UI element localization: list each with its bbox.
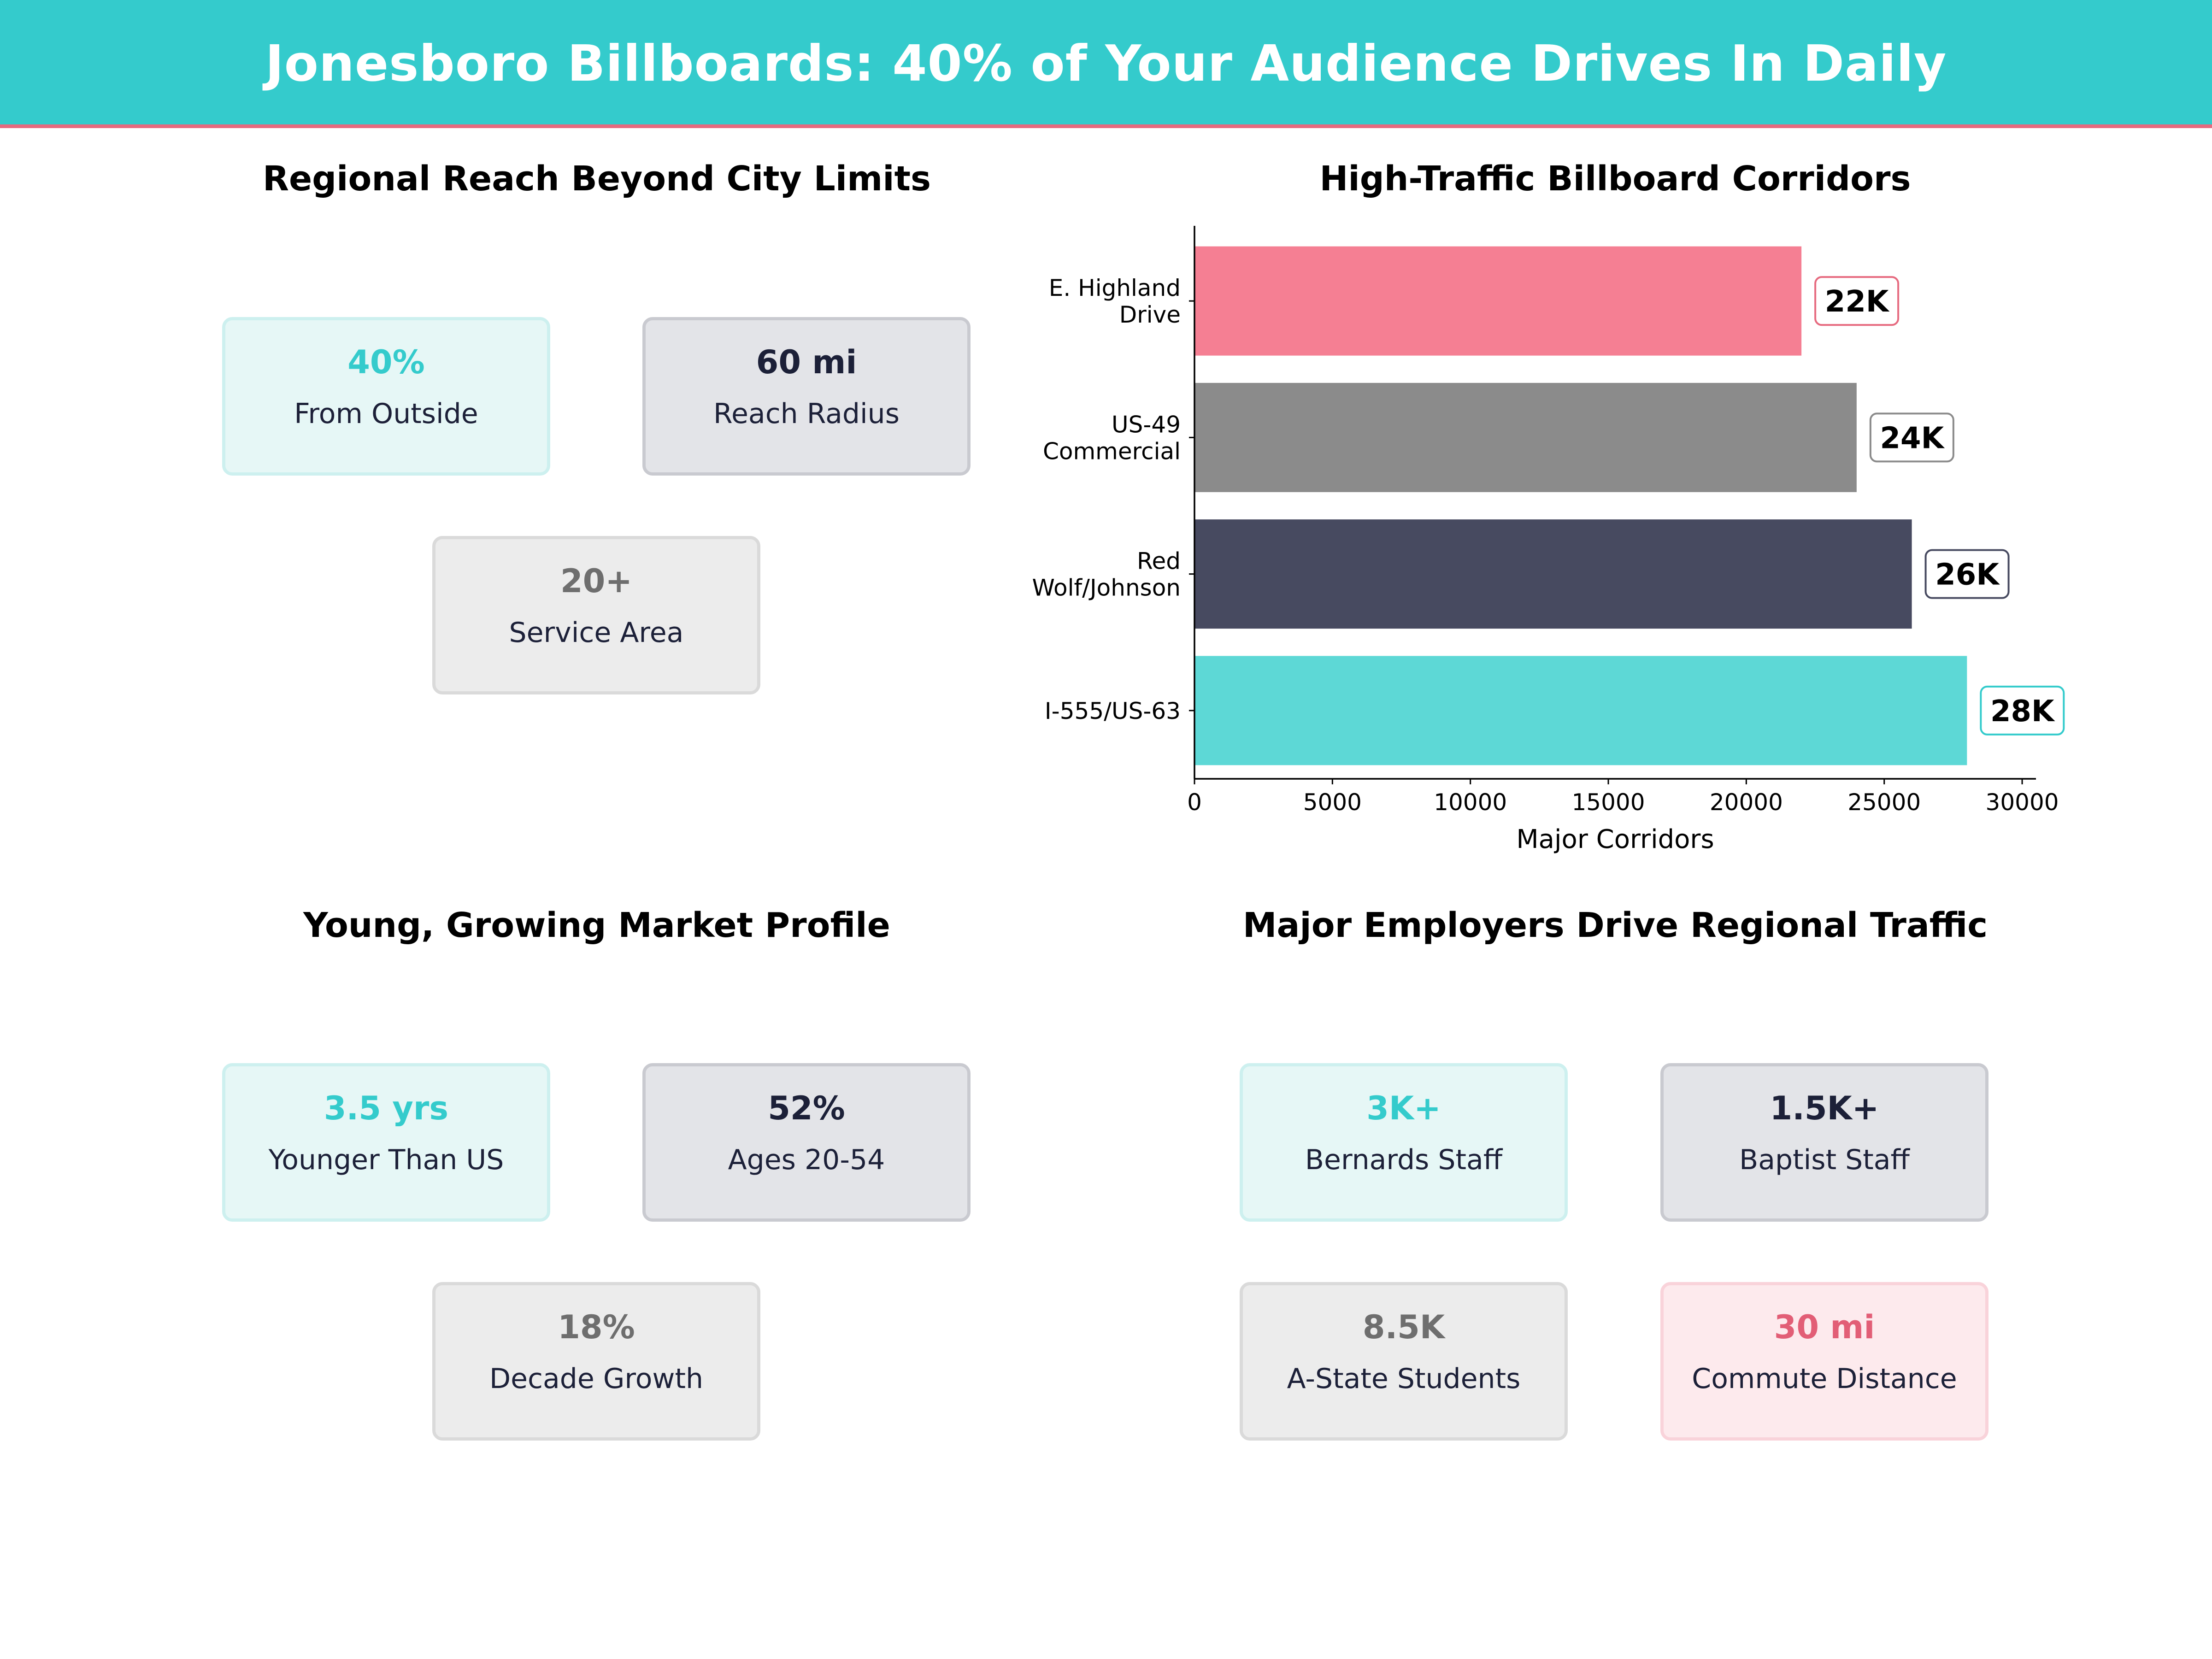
bar-value-label: 24K — [1880, 421, 1945, 455]
stat-label: Reach Radius — [713, 398, 900, 430]
bar-value-label: 22K — [1825, 285, 1890, 319]
regional-reach-title: Regional Reach Beyond City Limits — [262, 159, 931, 199]
bar-value-label-box — [1980, 685, 2065, 735]
stat-value: 20+ — [560, 562, 633, 600]
employers-title: Major Employers Drive Regional Traffic — [1242, 906, 1988, 945]
y-tick-label: Red — [1137, 548, 1181, 575]
stat-label: Service Area — [509, 617, 684, 649]
stat-card-service-area: 20+ Service Area — [432, 536, 760, 694]
stat-card-ages: 52% Ages 20-54 — [642, 1063, 971, 1222]
stat-card-younger: 3.5 yrs Younger Than US — [222, 1063, 550, 1222]
y-tick-label: I-555/US-63 — [1045, 698, 1181, 724]
stat-card-from-outside: 40% From Outside — [222, 317, 550, 476]
bar-value-label: 28K — [1990, 694, 2055, 729]
chart-title: High-Traffic Billboard Corridors — [1319, 159, 1911, 199]
stat-card-reach-radius: 60 mi Reach Radius — [642, 317, 971, 476]
stat-label: A-State Students — [1287, 1363, 1521, 1395]
stat-card-decade-growth: 18% Decade Growth — [432, 1282, 760, 1441]
bar — [1194, 246, 1802, 356]
bar — [1194, 519, 1912, 629]
stat-label: Decade Growth — [489, 1363, 704, 1395]
stat-label: From Outside — [294, 398, 478, 430]
stat-value: 8.5K — [1362, 1308, 1445, 1346]
stat-label: Commute Distance — [1692, 1363, 1957, 1395]
stat-card-baptist: 1.5K+ Baptist Staff — [1660, 1063, 1988, 1222]
stat-value: 52% — [768, 1089, 845, 1127]
bar — [1194, 382, 1857, 492]
bar — [1194, 656, 1967, 765]
x-tick-label: 0 — [1187, 789, 1202, 816]
stat-value: 30 mi — [1774, 1308, 1875, 1346]
y-tick-label: Commercial — [1043, 438, 1181, 465]
x-tick-label: 20000 — [1710, 789, 1783, 816]
x-tick-label: 25000 — [1847, 789, 1921, 816]
page-title: Jonesboro Billboards: 40% of Your Audien… — [265, 35, 1947, 93]
bar-value-label-box — [1814, 276, 1900, 326]
bar-value-label-box — [1924, 549, 2010, 599]
stat-card-astate: 8.5K A-State Students — [1240, 1282, 1568, 1441]
bar-value-label-box — [1869, 412, 1954, 463]
x-axis-label: Major Corridors — [1516, 824, 1714, 854]
stat-card-bernards: 3K+ Bernards Staff — [1240, 1063, 1568, 1222]
stat-value: 60 mi — [756, 343, 857, 381]
stat-value: 3.5 yrs — [324, 1089, 449, 1127]
market-profile-title: Young, Growing Market Profile — [303, 906, 890, 945]
stat-label: Younger Than US — [268, 1144, 504, 1176]
stat-card-commute: 30 mi Commute Distance — [1660, 1282, 1988, 1441]
stat-value: 3K+ — [1366, 1089, 1441, 1127]
stat-label: Bernards Staff — [1305, 1144, 1503, 1176]
x-tick-label: 15000 — [1572, 789, 1645, 816]
bar-value-label: 26K — [1935, 558, 2000, 592]
x-tick-label: 30000 — [1986, 789, 2059, 816]
stat-value: 18% — [558, 1308, 635, 1346]
y-tick-label: US-49 — [1112, 411, 1181, 438]
stat-value: 1.5K+ — [1770, 1089, 1879, 1127]
x-tick-label: 10000 — [1434, 789, 1507, 816]
stat-value: 40% — [347, 343, 425, 381]
x-tick-label: 5000 — [1303, 789, 1362, 816]
y-tick-label: Drive — [1119, 301, 1181, 328]
header-banner: Jonesboro Billboards: 40% of Your Audien… — [0, 0, 2212, 128]
stat-label: Ages 20-54 — [728, 1144, 885, 1176]
y-tick-label: E. Highland — [1049, 275, 1181, 301]
stat-label: Baptist Staff — [1739, 1144, 1910, 1176]
y-tick-label: Wolf/Johnson — [1032, 575, 1181, 601]
